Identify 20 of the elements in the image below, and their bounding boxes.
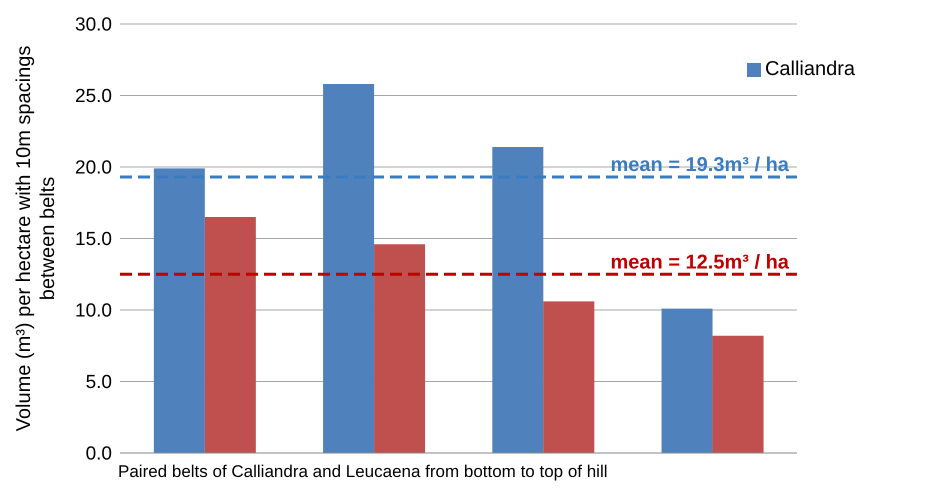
y-tick-label: 20.0 bbox=[75, 158, 112, 179]
x-axis-title: Paired belts of Calliandra and Leucaena from bottom to top of hill bbox=[118, 462, 608, 481]
ref-line-label: mean = 19.3m³ / ha bbox=[610, 154, 790, 176]
bar bbox=[543, 301, 594, 453]
bar bbox=[662, 308, 713, 453]
bar bbox=[154, 168, 205, 453]
y-tick-label: 0.0 bbox=[86, 444, 112, 465]
bar bbox=[204, 217, 256, 453]
legend-label: Calliandra bbox=[764, 58, 855, 80]
bar bbox=[712, 336, 764, 453]
y-axis-title: Volume (m³) per hectare with 10m spacings between belts bbox=[13, 46, 59, 432]
y-tick-label: 30.0 bbox=[75, 14, 112, 36]
y-tick-label: 10.0 bbox=[75, 300, 112, 322]
y-tick-label: 15.0 bbox=[75, 229, 112, 250]
bar bbox=[492, 146, 544, 453]
bar bbox=[374, 244, 426, 453]
y-tick-label: 25.0 bbox=[75, 86, 112, 108]
bar bbox=[323, 84, 374, 453]
y-tick-label: 5.0 bbox=[86, 372, 112, 394]
ref-line-label: mean = 12.5m³ / ha bbox=[610, 251, 790, 274]
